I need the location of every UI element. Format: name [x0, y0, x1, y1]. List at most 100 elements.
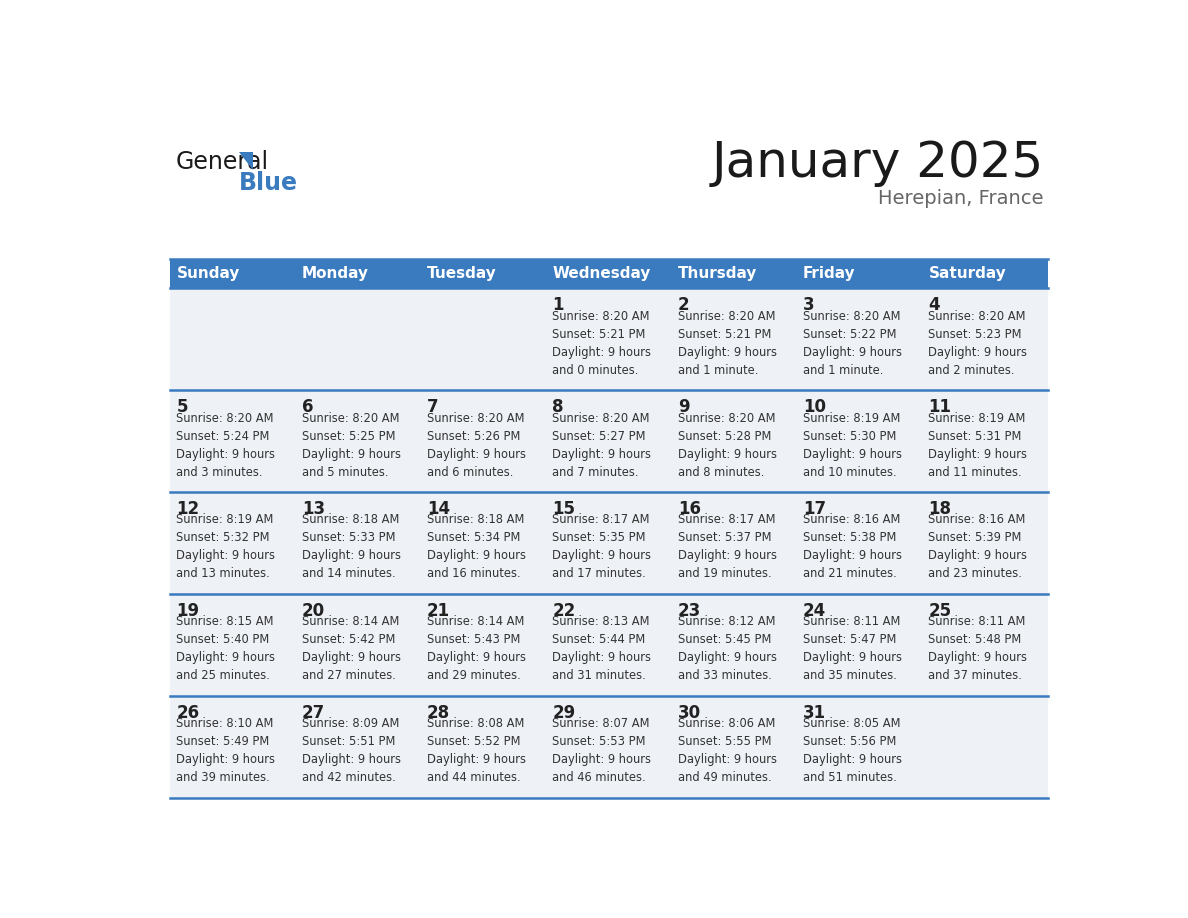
Text: 19: 19 [177, 601, 200, 620]
Text: Sunrise: 8:12 AM
Sunset: 5:45 PM
Daylight: 9 hours
and 33 minutes.: Sunrise: 8:12 AM Sunset: 5:45 PM Dayligh… [678, 615, 777, 682]
Bar [170, 492, 296, 594]
Text: 7: 7 [428, 397, 438, 416]
Bar [671, 259, 797, 288]
Text: Sunrise: 8:16 AM
Sunset: 5:38 PM
Daylight: 9 hours
and 21 minutes.: Sunrise: 8:16 AM Sunset: 5:38 PM Dayligh… [803, 513, 902, 580]
Text: Sunrise: 8:11 AM
Sunset: 5:47 PM
Daylight: 9 hours
and 35 minutes.: Sunrise: 8:11 AM Sunset: 5:47 PM Dayligh… [803, 615, 902, 682]
Text: 13: 13 [302, 499, 326, 518]
Bar [296, 390, 421, 492]
Bar [922, 696, 1048, 798]
Bar [421, 594, 546, 696]
Bar [546, 259, 671, 288]
Text: Sunrise: 8:10 AM
Sunset: 5:49 PM
Daylight: 9 hours
and 39 minutes.: Sunrise: 8:10 AM Sunset: 5:49 PM Dayligh… [177, 717, 276, 784]
Text: Sunrise: 8:19 AM
Sunset: 5:31 PM
Daylight: 9 hours
and 11 minutes.: Sunrise: 8:19 AM Sunset: 5:31 PM Dayligh… [929, 411, 1028, 478]
Text: Sunrise: 8:07 AM
Sunset: 5:53 PM
Daylight: 9 hours
and 46 minutes.: Sunrise: 8:07 AM Sunset: 5:53 PM Dayligh… [552, 717, 651, 784]
Bar [421, 259, 546, 288]
Text: January 2025: January 2025 [712, 139, 1043, 186]
Bar [922, 390, 1048, 492]
Bar [296, 259, 421, 288]
Text: Monday: Monday [302, 266, 368, 281]
Text: 23: 23 [678, 601, 701, 620]
Bar [170, 288, 296, 390]
Text: 30: 30 [678, 703, 701, 722]
Text: 31: 31 [803, 703, 826, 722]
Text: Sunrise: 8:15 AM
Sunset: 5:40 PM
Daylight: 9 hours
and 25 minutes.: Sunrise: 8:15 AM Sunset: 5:40 PM Dayligh… [177, 615, 276, 682]
Text: 25: 25 [929, 601, 952, 620]
Text: 9: 9 [678, 397, 689, 416]
Bar [922, 492, 1048, 594]
Text: 26: 26 [177, 703, 200, 722]
Bar [170, 259, 296, 288]
Text: 15: 15 [552, 499, 575, 518]
Bar [671, 492, 797, 594]
Bar [922, 594, 1048, 696]
Bar [546, 288, 671, 390]
Bar [797, 594, 922, 696]
Bar [546, 594, 671, 696]
Text: Sunrise: 8:18 AM
Sunset: 5:33 PM
Daylight: 9 hours
and 14 minutes.: Sunrise: 8:18 AM Sunset: 5:33 PM Dayligh… [302, 513, 400, 580]
Text: Sunrise: 8:17 AM
Sunset: 5:37 PM
Daylight: 9 hours
and 19 minutes.: Sunrise: 8:17 AM Sunset: 5:37 PM Dayligh… [678, 513, 777, 580]
Text: 22: 22 [552, 601, 576, 620]
Text: Sunrise: 8:05 AM
Sunset: 5:56 PM
Daylight: 9 hours
and 51 minutes.: Sunrise: 8:05 AM Sunset: 5:56 PM Dayligh… [803, 717, 902, 784]
Text: 20: 20 [302, 601, 326, 620]
Text: 17: 17 [803, 499, 826, 518]
Text: Sunrise: 8:19 AM
Sunset: 5:32 PM
Daylight: 9 hours
and 13 minutes.: Sunrise: 8:19 AM Sunset: 5:32 PM Dayligh… [177, 513, 276, 580]
Bar [421, 390, 546, 492]
Bar [797, 259, 922, 288]
Bar [421, 492, 546, 594]
Text: Sunday: Sunday [177, 266, 240, 281]
Text: Sunrise: 8:13 AM
Sunset: 5:44 PM
Daylight: 9 hours
and 31 minutes.: Sunrise: 8:13 AM Sunset: 5:44 PM Dayligh… [552, 615, 651, 682]
Text: Sunrise: 8:08 AM
Sunset: 5:52 PM
Daylight: 9 hours
and 44 minutes.: Sunrise: 8:08 AM Sunset: 5:52 PM Dayligh… [428, 717, 526, 784]
Bar [296, 696, 421, 798]
Text: Sunrise: 8:20 AM
Sunset: 5:28 PM
Daylight: 9 hours
and 8 minutes.: Sunrise: 8:20 AM Sunset: 5:28 PM Dayligh… [678, 411, 777, 478]
Bar [170, 696, 296, 798]
Bar [296, 492, 421, 594]
Bar [296, 288, 421, 390]
Text: Sunrise: 8:18 AM
Sunset: 5:34 PM
Daylight: 9 hours
and 16 minutes.: Sunrise: 8:18 AM Sunset: 5:34 PM Dayligh… [428, 513, 526, 580]
Text: 1: 1 [552, 296, 564, 314]
Text: Sunrise: 8:17 AM
Sunset: 5:35 PM
Daylight: 9 hours
and 17 minutes.: Sunrise: 8:17 AM Sunset: 5:35 PM Dayligh… [552, 513, 651, 580]
Text: 5: 5 [177, 397, 188, 416]
Text: 14: 14 [428, 499, 450, 518]
Text: 29: 29 [552, 703, 576, 722]
Text: Sunrise: 8:19 AM
Sunset: 5:30 PM
Daylight: 9 hours
and 10 minutes.: Sunrise: 8:19 AM Sunset: 5:30 PM Dayligh… [803, 411, 902, 478]
Text: Sunrise: 8:06 AM
Sunset: 5:55 PM
Daylight: 9 hours
and 49 minutes.: Sunrise: 8:06 AM Sunset: 5:55 PM Dayligh… [678, 717, 777, 784]
Text: 21: 21 [428, 601, 450, 620]
Text: 28: 28 [428, 703, 450, 722]
Text: Sunrise: 8:20 AM
Sunset: 5:24 PM
Daylight: 9 hours
and 3 minutes.: Sunrise: 8:20 AM Sunset: 5:24 PM Dayligh… [177, 411, 276, 478]
Text: 27: 27 [302, 703, 326, 722]
Bar [170, 390, 296, 492]
Text: 18: 18 [929, 499, 952, 518]
Bar [296, 594, 421, 696]
Text: 6: 6 [302, 397, 314, 416]
Text: Sunrise: 8:20 AM
Sunset: 5:21 PM
Daylight: 9 hours
and 0 minutes.: Sunrise: 8:20 AM Sunset: 5:21 PM Dayligh… [552, 309, 651, 376]
Text: Blue: Blue [239, 171, 298, 196]
Text: Sunrise: 8:11 AM
Sunset: 5:48 PM
Daylight: 9 hours
and 37 minutes.: Sunrise: 8:11 AM Sunset: 5:48 PM Dayligh… [929, 615, 1028, 682]
Text: 24: 24 [803, 601, 827, 620]
Text: Tuesday: Tuesday [428, 266, 497, 281]
Text: Thursday: Thursday [678, 266, 757, 281]
Bar [671, 288, 797, 390]
Bar [797, 696, 922, 798]
Text: Herepian, France: Herepian, France [878, 189, 1043, 208]
Text: Sunrise: 8:20 AM
Sunset: 5:22 PM
Daylight: 9 hours
and 1 minute.: Sunrise: 8:20 AM Sunset: 5:22 PM Dayligh… [803, 309, 902, 376]
Bar [170, 594, 296, 696]
Text: Sunrise: 8:20 AM
Sunset: 5:25 PM
Daylight: 9 hours
and 5 minutes.: Sunrise: 8:20 AM Sunset: 5:25 PM Dayligh… [302, 411, 400, 478]
Text: General: General [176, 151, 268, 174]
Bar [671, 594, 797, 696]
Polygon shape [239, 151, 253, 170]
Text: Sunrise: 8:20 AM
Sunset: 5:26 PM
Daylight: 9 hours
and 6 minutes.: Sunrise: 8:20 AM Sunset: 5:26 PM Dayligh… [428, 411, 526, 478]
Text: Sunrise: 8:20 AM
Sunset: 5:27 PM
Daylight: 9 hours
and 7 minutes.: Sunrise: 8:20 AM Sunset: 5:27 PM Dayligh… [552, 411, 651, 478]
Text: 16: 16 [678, 499, 701, 518]
Text: 12: 12 [177, 499, 200, 518]
Bar [421, 696, 546, 798]
Bar [546, 696, 671, 798]
Text: Sunrise: 8:09 AM
Sunset: 5:51 PM
Daylight: 9 hours
and 42 minutes.: Sunrise: 8:09 AM Sunset: 5:51 PM Dayligh… [302, 717, 400, 784]
Text: 4: 4 [929, 296, 940, 314]
Text: Friday: Friday [803, 266, 855, 281]
Text: Sunrise: 8:16 AM
Sunset: 5:39 PM
Daylight: 9 hours
and 23 minutes.: Sunrise: 8:16 AM Sunset: 5:39 PM Dayligh… [929, 513, 1028, 580]
Bar [421, 288, 546, 390]
Text: Sunrise: 8:14 AM
Sunset: 5:42 PM
Daylight: 9 hours
and 27 minutes.: Sunrise: 8:14 AM Sunset: 5:42 PM Dayligh… [302, 615, 400, 682]
Text: 2: 2 [678, 296, 689, 314]
Bar [922, 259, 1048, 288]
Text: 11: 11 [929, 397, 952, 416]
